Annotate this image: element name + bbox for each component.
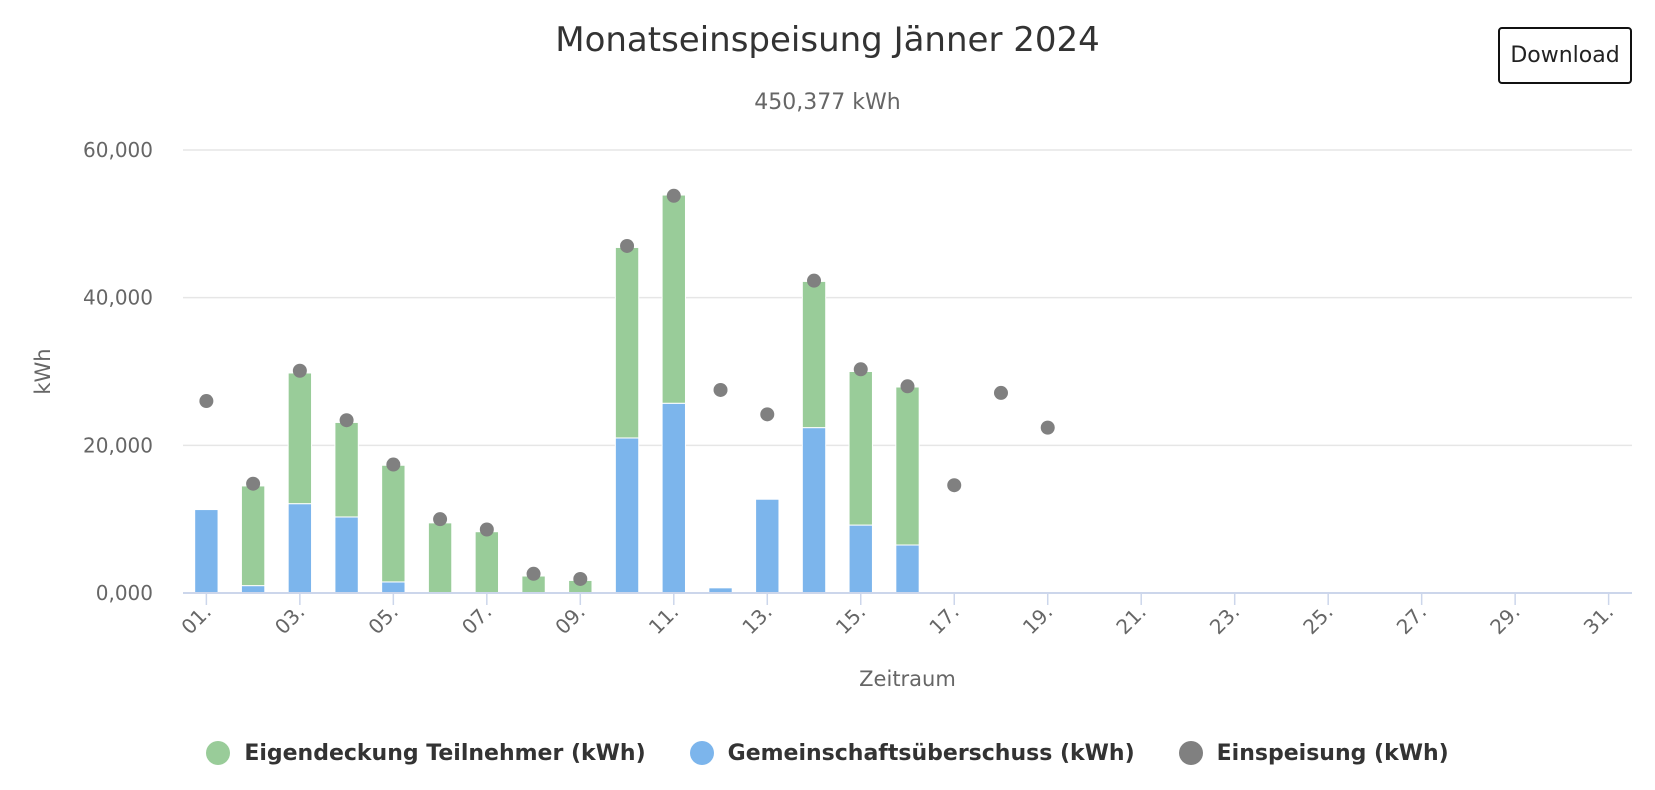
scatter-point (433, 512, 448, 527)
bar (801, 427, 827, 594)
x-tick-label: 19. (1018, 600, 1057, 639)
x-tick-label: 07. (457, 600, 496, 639)
y-axis-title: kWh (31, 348, 55, 394)
x-tick-label: 09. (550, 600, 589, 639)
scatter-point (807, 273, 822, 288)
y-tick-label: 20,000 (83, 433, 153, 457)
legend-marker-einspeisung (1178, 741, 1203, 765)
x-tick-label: 31. (1579, 600, 1618, 639)
x-tick-label: 01. (176, 600, 215, 639)
bar (381, 581, 406, 594)
x-tick-label: 11. (644, 600, 683, 639)
bar (240, 585, 266, 594)
bar (287, 372, 313, 505)
legend-item-einspeisung[interactable]: Einspeisung (kWh) (1178, 740, 1449, 766)
bar (755, 498, 780, 594)
scatter-point (666, 188, 681, 203)
scatter-point (292, 363, 307, 378)
x-tick-label: 05. (363, 600, 402, 639)
bar (381, 464, 406, 583)
x-axis-title: Zeitraum (859, 667, 956, 691)
scatter-point (993, 385, 1008, 400)
scatter-point (479, 522, 494, 537)
bar (848, 371, 873, 526)
legend-item-eigendeckung[interactable]: Eigendeckung Teilnehmer (kWh) (206, 740, 646, 766)
bar (614, 246, 640, 439)
bar (194, 509, 219, 594)
bar (334, 516, 359, 594)
scatter-point (199, 394, 214, 409)
scatter-point (1040, 420, 1055, 435)
scatter-point (620, 238, 635, 253)
x-tick-label: 15. (831, 600, 870, 639)
chart-canvas: 0,000 20,000 40,000 60,000 kWh 01. 03. 05. 07. 09… (31, 138, 1632, 691)
chart-title: Monatseinspeisung Jänner 2024 (555, 20, 1100, 60)
legend-marker-gemeinschaftsueberschuss (689, 741, 714, 765)
bar (661, 194, 686, 404)
download-button[interactable]: Download (1498, 27, 1632, 84)
x-tick-label: 21. (1111, 600, 1150, 639)
legend-label-einspeisung: Einspeisung (kWh) (1216, 740, 1449, 766)
bar (334, 421, 359, 518)
bar (287, 503, 313, 594)
scatter-point (900, 379, 915, 394)
chart-subtitle: 450,377 kWh (754, 90, 901, 115)
y-tick-label: 40,000 (83, 286, 153, 310)
bar (801, 280, 827, 429)
y-tick-label: 0,000 (96, 581, 153, 605)
bar (895, 386, 920, 546)
scatter-point (573, 571, 588, 586)
legend-marker-eigendeckung (206, 741, 231, 765)
x-tick-label: 03. (270, 600, 309, 639)
bar (614, 437, 640, 594)
y-tick-label: 60,000 (83, 138, 153, 162)
x-tick-label: 23. (1205, 600, 1244, 639)
scatter-point (386, 457, 401, 472)
scatter-point (339, 413, 354, 428)
x-tick-label: 27. (1392, 600, 1431, 639)
chart-legend: Eigendeckung Teilnehmer (kWh) Gemeinscha… (0, 735, 1655, 771)
scatter-point (526, 566, 541, 581)
bar (895, 544, 920, 594)
x-tick-label: 25. (1298, 600, 1337, 639)
legend-label-eigendeckung: Eigendeckung Teilnehmer (kWh) (244, 740, 646, 766)
bar (474, 531, 500, 594)
legend-item-gemeinschaftsueberschuss[interactable]: Gemeinschaftsüberschuss (kWh) (689, 740, 1135, 766)
scatter-point (947, 478, 962, 493)
scatter-point (853, 362, 868, 377)
bar (661, 402, 686, 594)
x-tick-label: 17. (924, 600, 963, 639)
bar (427, 522, 453, 594)
scatter-point (760, 407, 775, 422)
scatter-point (713, 382, 728, 397)
scatter-point (246, 476, 261, 491)
legend-label-gemeinschaftsueberschuss: Gemeinschaftsüberschuss (kWh) (727, 740, 1135, 766)
bar (240, 485, 266, 587)
bar (848, 524, 873, 594)
x-tick-label: 13. (737, 600, 776, 639)
x-tick-label: 29. (1485, 600, 1524, 639)
